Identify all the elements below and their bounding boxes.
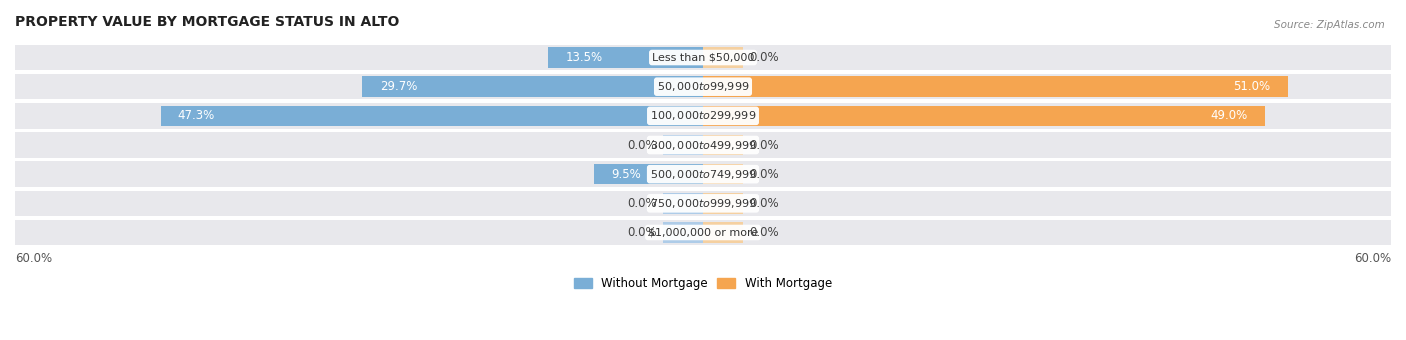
Bar (15, 45, 1391, 70)
Text: 0.0%: 0.0% (749, 226, 779, 239)
Bar (15, 191, 1391, 216)
Text: 49.0%: 49.0% (1211, 109, 1247, 122)
Text: 47.3%: 47.3% (177, 109, 215, 122)
Bar (548, 47, 703, 68)
Bar (15, 162, 1391, 187)
Text: Source: ZipAtlas.com: Source: ZipAtlas.com (1274, 20, 1385, 30)
Text: 0.0%: 0.0% (627, 197, 657, 210)
Bar (15, 132, 1391, 158)
Text: $750,000 to $999,999: $750,000 to $999,999 (650, 197, 756, 210)
Text: 51.0%: 51.0% (1233, 80, 1271, 93)
Text: 0.0%: 0.0% (749, 168, 779, 181)
Bar (15, 103, 1391, 129)
Bar (703, 106, 1265, 126)
Text: 60.0%: 60.0% (1354, 252, 1391, 265)
Text: 13.5%: 13.5% (565, 51, 603, 64)
Bar (595, 164, 703, 184)
Legend: Without Mortgage, With Mortgage: Without Mortgage, With Mortgage (569, 272, 837, 294)
Bar (703, 135, 744, 155)
Bar (703, 164, 744, 184)
Bar (703, 76, 1288, 97)
Bar (703, 47, 744, 68)
Bar (15, 220, 1391, 245)
Text: 9.5%: 9.5% (612, 168, 641, 181)
Text: PROPERTY VALUE BY MORTGAGE STATUS IN ALTO: PROPERTY VALUE BY MORTGAGE STATUS IN ALT… (15, 15, 399, 29)
Bar (662, 135, 703, 155)
Text: $1,000,000 or more: $1,000,000 or more (648, 227, 758, 238)
Text: 0.0%: 0.0% (749, 197, 779, 210)
Text: $300,000 to $499,999: $300,000 to $499,999 (650, 138, 756, 152)
Text: 29.7%: 29.7% (380, 80, 418, 93)
Text: 0.0%: 0.0% (749, 51, 779, 64)
Bar (703, 222, 744, 243)
Text: $500,000 to $749,999: $500,000 to $749,999 (650, 168, 756, 181)
Bar (160, 106, 703, 126)
Text: 60.0%: 60.0% (15, 252, 52, 265)
Bar (703, 193, 744, 214)
Bar (662, 222, 703, 243)
Text: 0.0%: 0.0% (749, 138, 779, 152)
Bar (15, 74, 1391, 99)
Bar (363, 76, 703, 97)
Text: 0.0%: 0.0% (627, 226, 657, 239)
Text: $50,000 to $99,999: $50,000 to $99,999 (657, 80, 749, 93)
Text: 0.0%: 0.0% (627, 138, 657, 152)
Text: $100,000 to $299,999: $100,000 to $299,999 (650, 109, 756, 122)
Bar (662, 193, 703, 214)
Text: Less than $50,000: Less than $50,000 (652, 52, 754, 63)
